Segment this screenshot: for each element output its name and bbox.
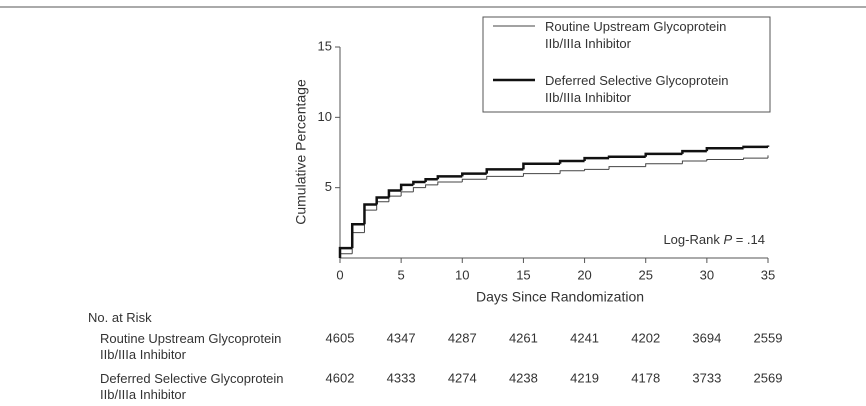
risk-value: 3694: [692, 330, 721, 345]
risk-value: 4605: [326, 330, 355, 345]
step-segment: [400, 191, 414, 197]
step-segment: [387, 189, 402, 198]
step-segment: [522, 173, 561, 177]
step-segment: [645, 163, 683, 167]
step-segment: [706, 159, 744, 161]
step-segment: [743, 157, 768, 160]
step-segment: [607, 155, 646, 159]
risk-value: 2559: [754, 330, 783, 345]
risk-value: 4238: [509, 370, 538, 385]
step-segment: [399, 183, 414, 191]
step-segment: [681, 149, 707, 154]
x-tick-label: 5: [398, 267, 405, 282]
risk-value: 4287: [448, 330, 477, 345]
step-segment: [461, 172, 487, 177]
step-segment: [425, 184, 438, 188]
step-segment: [559, 170, 585, 174]
risk-value: 4261: [509, 330, 538, 345]
annotation-part: = .14: [732, 232, 765, 247]
x-tick-label: 15: [516, 267, 530, 282]
step-segment: [363, 209, 377, 233]
step-segment: [412, 180, 426, 185]
legend-label: Deferred Selective Glycoprotein IIb/IIIa…: [545, 73, 729, 105]
risk-value: 4602: [326, 370, 355, 385]
step-segment: [558, 159, 585, 164]
y-tick-label: 10: [318, 109, 332, 124]
risk-value: 4219: [570, 370, 599, 385]
step-segment: [644, 152, 683, 157]
step-segment: [522, 162, 561, 170]
x-axis-label: Days Since Randomization: [476, 289, 644, 305]
y-tick-label: 5: [325, 179, 332, 194]
step-segment: [351, 232, 365, 254]
step-segment: [339, 253, 353, 258]
step-segment: [412, 187, 426, 192]
step-segment: [705, 147, 744, 152]
risk-value: 4202: [631, 330, 660, 345]
risk-value: 4333: [387, 370, 416, 385]
x-tick-label: 25: [638, 267, 652, 282]
step-segment: [376, 201, 389, 211]
step-segment: [486, 175, 524, 180]
step-segment: [584, 168, 610, 171]
x-tick-label: 35: [761, 267, 775, 282]
y-tick-label: 15: [318, 38, 332, 53]
step-segment: [681, 160, 707, 164]
step-segment: [363, 203, 377, 225]
x-tick-label: 10: [455, 267, 469, 282]
x-tick-label: 0: [336, 267, 343, 282]
step-segment: [338, 246, 353, 258]
x-tick-label: 20: [577, 267, 591, 282]
step-segment: [742, 145, 768, 149]
step-segment: [388, 195, 402, 202]
risk-value: 3733: [692, 370, 721, 385]
risk-value: 4241: [570, 330, 599, 345]
risk-value: 2569: [754, 370, 783, 385]
risk-row-label: Deferred Selective Glycoprotein IIb/IIIa…: [100, 371, 284, 402]
step-segment: [608, 166, 646, 170]
risk-title: No. at Risk: [88, 310, 152, 325]
risk-row-label: Routine Upstream Glycoprotein IIb/IIIa I…: [100, 331, 282, 362]
annotation-part: P: [723, 232, 732, 247]
legend-box: [482, 16, 771, 113]
risk-value: 4347: [387, 330, 416, 345]
legend-label: Routine Upstream Glycoprotein IIb/IIIa I…: [545, 19, 727, 51]
step-segment: [437, 181, 463, 185]
step-segment: [424, 177, 438, 183]
step-segment: [436, 175, 463, 180]
annotation-part: Log-Rank: [663, 232, 723, 247]
x-tick-label: 30: [700, 267, 714, 282]
step-segment: [375, 196, 389, 205]
step-segment: [583, 156, 610, 161]
step-segment: [461, 178, 487, 183]
annotation: Log-Rank P = .14: [663, 232, 765, 247]
step-segment: [485, 168, 524, 174]
y-axis-label: Cumulative Percentage: [293, 79, 309, 225]
risk-value: 4178: [631, 370, 660, 385]
risk-value: 4274: [448, 370, 477, 385]
step-segment: [350, 222, 365, 249]
